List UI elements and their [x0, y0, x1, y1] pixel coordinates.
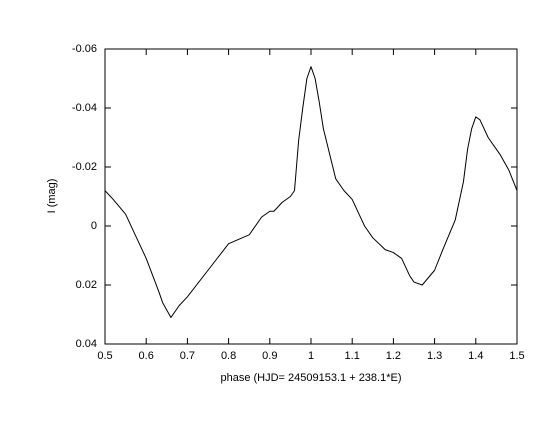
y-tick-label: 0.04	[76, 338, 97, 350]
x-tick-label: 1.4	[468, 350, 483, 362]
line	[104, 66, 518, 318]
y-tick-label: 0.02	[76, 279, 97, 291]
y-tick-label: -0.02	[72, 161, 97, 173]
x-axis-label: phase (HJD= 24509153.1 + 238.1*E)	[220, 372, 401, 384]
x-tick-label: 1.2	[386, 350, 401, 362]
x-tick-label: 0.9	[262, 350, 277, 362]
x-tick-label: 0.5	[97, 350, 112, 362]
x-tick-label: 0.8	[221, 350, 236, 362]
y-tick-label: 0	[91, 220, 97, 232]
x-tick-label: 1.1	[345, 350, 360, 362]
x-tick-label: 1.5	[509, 350, 524, 362]
y-axis-label: I (mag)	[46, 179, 58, 214]
y-tick-label: -0.06	[72, 43, 97, 55]
x-tick-label: 0.7	[180, 350, 195, 362]
x-tick-label: 1	[308, 350, 314, 362]
y-tick-label: -0.04	[72, 102, 97, 114]
plot-frame	[104, 48, 518, 345]
x-tick-label: 1.3	[427, 350, 442, 362]
x-tick-label: 0.6	[139, 350, 154, 362]
